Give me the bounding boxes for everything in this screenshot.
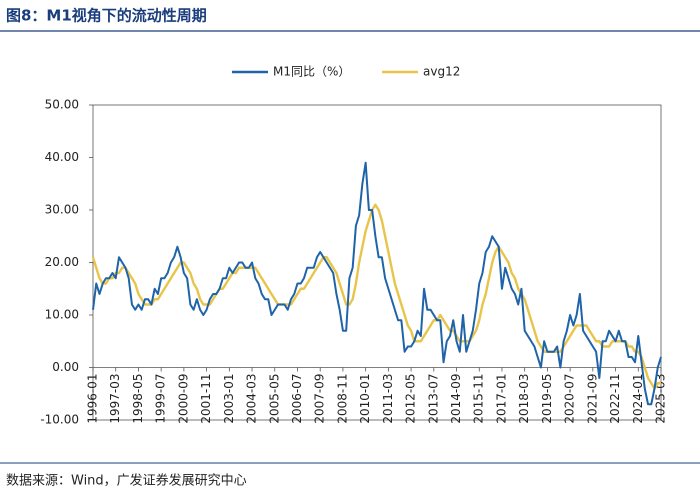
x-tick-label: 2008-11	[335, 374, 349, 424]
x-tick-label: 2018-03	[517, 374, 531, 424]
y-tick-label: 30.00	[45, 203, 79, 217]
x-tick-label: 1999-07	[154, 374, 168, 424]
x-tick-label: 2013-07	[426, 374, 440, 424]
x-tick-label: 2017-01	[494, 373, 508, 423]
series-line	[91, 203, 661, 390]
y-tick-label: 20.00	[45, 255, 79, 269]
x-tick-label: 2005-05	[267, 374, 281, 424]
x-tick-label: 2024-01	[631, 374, 645, 424]
y-tick-label: 0.00	[52, 360, 79, 374]
x-tick-label: 2003-01	[222, 374, 236, 424]
x-tick-label: 2014-09	[449, 374, 463, 424]
y-tick-label: -10.00	[40, 413, 79, 427]
x-tick-label: 2020-07	[563, 374, 577, 424]
x-tick-label: 2019-05	[540, 374, 554, 424]
x-tick-label: 2011-03	[381, 374, 395, 424]
x-tick-label: 2010-01	[358, 374, 372, 424]
x-tick-label: 2022-11	[608, 374, 622, 424]
x-tick-label: 1996-01	[86, 374, 100, 424]
x-tick-label: 2001-11	[199, 374, 213, 424]
series-line	[92, 161, 662, 406]
x-tick-label: 2000-09	[176, 374, 190, 424]
chart-title: 图8：M1视角下的流动性周期	[6, 7, 207, 25]
x-tick-label: 2012-05	[404, 374, 418, 424]
x-tick-label: 2021-09	[585, 374, 599, 424]
y-tick-label: 50.00	[45, 98, 79, 112]
plot-frame	[92, 104, 662, 421]
x-tick-label: 1997-03	[108, 374, 122, 424]
y-tick-label: 10.00	[45, 308, 79, 322]
source-note: 数据来源：Wind，广发证券发展研究中心	[6, 473, 247, 489]
x-tick-label: 2007-09	[313, 374, 327, 424]
x-tick-label: 2006-07	[290, 374, 304, 424]
legend-label: M1同比（%）	[273, 65, 350, 79]
x-tick-label: 1998-05	[131, 374, 145, 424]
legend-label: avg12	[423, 65, 460, 79]
y-tick-label: 40.00	[45, 150, 79, 164]
x-tick-label: 2004-03	[245, 374, 259, 424]
x-tick-label: 2015-11	[472, 374, 486, 424]
